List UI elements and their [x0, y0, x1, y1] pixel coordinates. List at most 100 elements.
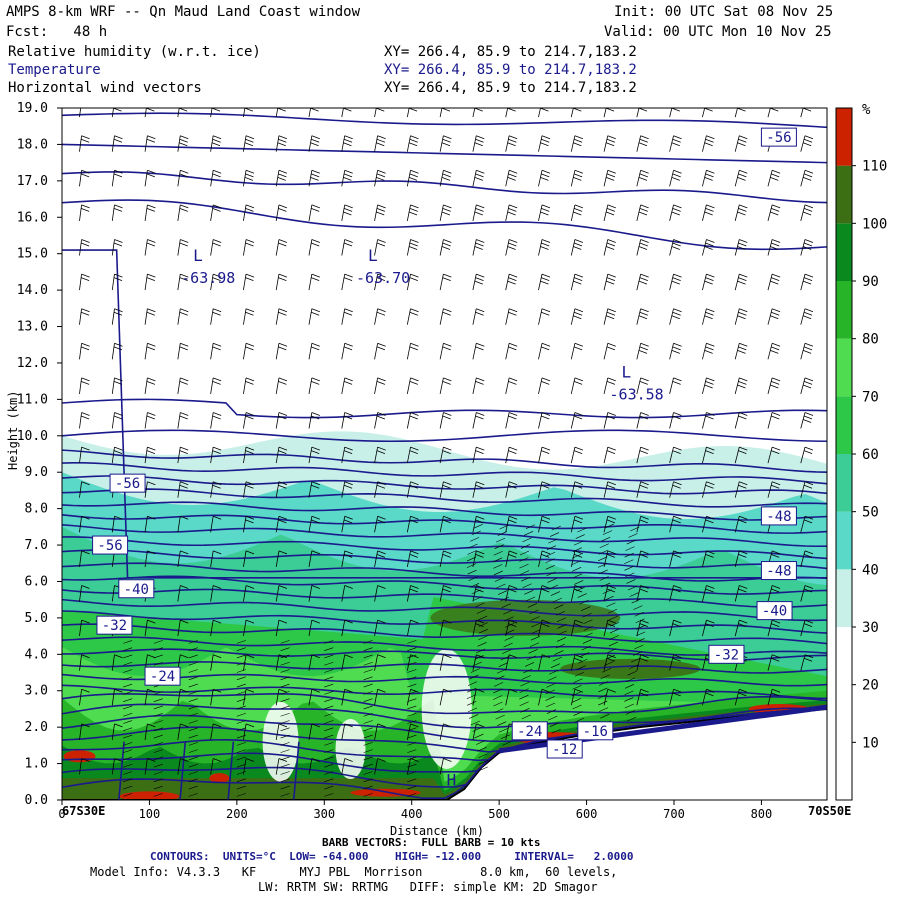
- wind-barb-feather: [508, 484, 517, 489]
- wind-barb-feather: [602, 530, 613, 535]
- temperature-contour-upper: [62, 143, 827, 164]
- wind-barb-feather: [80, 277, 90, 281]
- wind-barb-shaft: [374, 481, 378, 498]
- wind-barb-feather: [804, 169, 814, 174]
- wind-barb-shaft: [636, 170, 642, 187]
- wind-barb-feather: [574, 717, 585, 723]
- wind-barb-feather: [245, 515, 255, 520]
- wind-barb-feather: [81, 135, 90, 140]
- wind-barb-feather: [343, 519, 353, 524]
- wind-barb-feather: [573, 381, 583, 385]
- wind-barb-feather: [602, 589, 612, 594]
- wind-barb-feather: [541, 239, 551, 243]
- wind-barb-shaft: [570, 308, 576, 325]
- wind-barb-feather: [738, 415, 747, 420]
- wind-barb: [767, 412, 781, 429]
- wind-barb-feather: [123, 778, 133, 783]
- wind-barb-shaft: [308, 135, 313, 152]
- wind-barb-feather: [311, 415, 320, 420]
- wind-barb-shaft: [767, 447, 773, 464]
- wind-barb-feather: [343, 142, 352, 147]
- wind-barb-feather: [377, 412, 386, 416]
- wind-barb-shaft: [341, 343, 346, 360]
- wind-barb-feather: [324, 727, 334, 732]
- wind-barb-feather: [625, 546, 635, 551]
- wind-barb-shaft: [210, 308, 214, 325]
- wind-barb-shaft: [800, 447, 806, 464]
- wind-barb: [177, 342, 189, 360]
- wind-barb-feather: [179, 208, 188, 212]
- wind-barb: [111, 308, 123, 325]
- wind-barb-feather: [147, 101, 155, 104]
- wind-barb-shaft: [570, 620, 576, 637]
- wind-barb-feather: [771, 208, 780, 212]
- wind-barb-feather: [442, 381, 451, 385]
- wind-barb: [669, 481, 682, 498]
- wind-barb-feather: [633, 605, 643, 610]
- wind-barb: [275, 377, 288, 394]
- wind-barb-feather: [310, 108, 319, 112]
- wind-barb: [702, 550, 715, 568]
- wind-barb-shaft: [308, 758, 313, 775]
- wind-barb: [505, 239, 518, 256]
- wind-barb-feather: [519, 550, 530, 556]
- wind-barb-feather: [311, 654, 320, 659]
- wind-barb-feather: [803, 138, 813, 143]
- wind-barb-feather: [635, 618, 645, 624]
- wind-barb-feather: [607, 619, 616, 624]
- contour-label-text: -48: [766, 509, 791, 525]
- wind-barb-feather: [466, 563, 477, 568]
- wind-barb-feather: [410, 515, 419, 520]
- wind-barb: [636, 204, 649, 221]
- wind-barb-feather: [541, 515, 551, 520]
- wind-barb-feather: [213, 308, 222, 313]
- x-tick-label: 800: [751, 807, 773, 821]
- wind-barb-shaft: [243, 481, 247, 498]
- wind-barb-feather: [146, 415, 155, 420]
- wind-barb-feather: [607, 550, 616, 555]
- wind-barb-shaft: [144, 274, 148, 291]
- wind-barb-feather: [606, 346, 616, 351]
- wind-barb-feather: [236, 712, 246, 717]
- wind-barb: [702, 273, 715, 291]
- wind-barb-feather: [673, 377, 682, 382]
- wind-barb-feather: [278, 550, 288, 555]
- wind-barb-shaft: [374, 170, 378, 187]
- wind-barb: [472, 515, 485, 533]
- wind-barb-shaft: [111, 585, 115, 602]
- temperature-contour: [62, 549, 827, 570]
- wind-barb-shaft: [341, 308, 346, 325]
- wind-barb-shaft: [111, 654, 115, 671]
- wind-barb-feather: [123, 756, 133, 761]
- wind-barb: [636, 377, 649, 394]
- wind-barb-shaft: [669, 377, 674, 394]
- wind-barb-shaft: [374, 516, 378, 533]
- wind-barb-feather: [280, 720, 290, 724]
- wind-barb-feather: [343, 211, 352, 216]
- wind-barb-shaft: [734, 412, 740, 429]
- wind-barb-feather: [475, 208, 484, 212]
- wind-barb-feather: [803, 657, 813, 662]
- wind-barb-feather: [475, 173, 484, 178]
- wind-barb: [341, 446, 353, 464]
- wind-barb-feather: [311, 105, 319, 108]
- wind-barb-feather: [705, 415, 714, 420]
- wind-barb: [177, 619, 189, 637]
- wind-barb: [800, 515, 814, 533]
- wind-barb-feather: [477, 642, 487, 647]
- wind-barb-shaft: [210, 620, 214, 637]
- wind-barb-feather: [551, 525, 561, 531]
- wind-barb-curtain: [123, 640, 133, 797]
- wind-barb-feather: [278, 208, 287, 212]
- wind-barb-shaft: [177, 343, 181, 360]
- wind-barb-shaft: [341, 723, 346, 740]
- rh-red-patch: [63, 750, 96, 763]
- wind-barb-shaft: [538, 585, 543, 602]
- wind-barb-feather: [738, 588, 747, 593]
- wind-barb-shaft: [406, 620, 411, 637]
- wind-barb-shaft: [111, 108, 114, 118]
- wind-barb: [79, 273, 90, 291]
- wind-barb: [177, 515, 189, 533]
- wind-barb-feather: [236, 683, 246, 688]
- wind-barb-feather: [324, 683, 334, 688]
